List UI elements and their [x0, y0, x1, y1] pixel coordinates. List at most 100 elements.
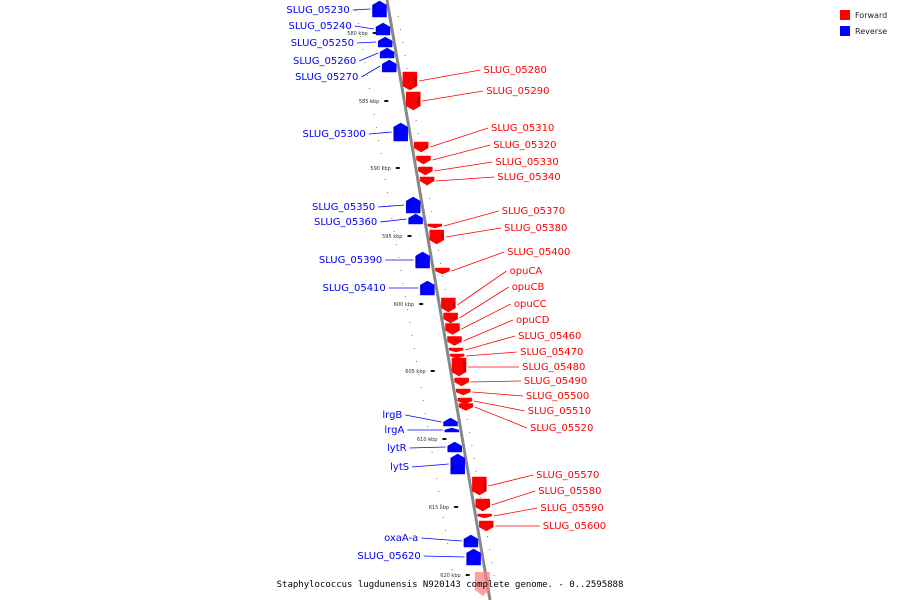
gene-label[interactable]: SLUG_05460	[518, 331, 581, 342]
gene-arrow[interactable]	[405, 196, 421, 214]
gene-label[interactable]: SLUG_05240	[288, 21, 351, 32]
gene-feature-SLUG_05230[interactable]: SLUG_05230	[286, 0, 387, 18]
gene-arrow[interactable]	[447, 441, 462, 453]
gene-arrow[interactable]	[420, 280, 435, 296]
gene-label[interactable]: SLUG_05340	[497, 172, 560, 183]
gene-arrow[interactable]	[419, 176, 435, 186]
gene-label[interactable]: SLUG_05510	[528, 406, 591, 417]
gene-label[interactable]: SLUG_05590	[540, 503, 603, 514]
gene-label[interactable]: oxaA-a	[384, 533, 418, 544]
gene-arrow[interactable]	[435, 267, 450, 275]
gene-arrow[interactable]	[418, 166, 433, 176]
gene-arrow[interactable]	[448, 347, 464, 353]
gene-label[interactable]: SLUG_05370	[502, 206, 565, 217]
gene-feature-SLUG_05470[interactable]: SLUG_05470	[449, 347, 583, 359]
gene-arrow[interactable]	[449, 353, 465, 359]
gene-label[interactable]: SLUG_05400	[507, 247, 570, 258]
gene-feature-SLUG_05600[interactable]: SLUG_05600	[479, 520, 606, 532]
gene-feature-SLUG_05410[interactable]: SLUG_05410	[322, 280, 435, 296]
gene-arrow[interactable]	[458, 403, 474, 411]
gene-label[interactable]: opuCC	[514, 299, 547, 310]
gene-feature-SLUG_05400[interactable]: SLUG_05400	[435, 247, 571, 275]
gene-label[interactable]: opuCB	[512, 282, 545, 293]
gene-arrow[interactable]	[451, 357, 467, 377]
gene-arrow[interactable]	[479, 520, 494, 532]
gene-label[interactable]: SLUG_05360	[314, 217, 377, 228]
gene-feature-SLUG_05330[interactable]: SLUG_05330	[418, 157, 559, 176]
gene-label[interactable]: SLUG_05230	[286, 5, 349, 16]
gene-feature-opuCD[interactable]: opuCD	[447, 315, 550, 346]
gene-arrow[interactable]	[472, 476, 487, 496]
gene-feature-SLUG_05270[interactable]: SLUG_05270	[295, 59, 397, 83]
gene-arrow[interactable]	[377, 36, 393, 48]
gene-arrow[interactable]	[444, 427, 460, 433]
gene-feature-SLUG_05520[interactable]: SLUG_05520	[458, 403, 593, 435]
gene-label[interactable]: lytS	[390, 462, 409, 473]
gene-label[interactable]: SLUG_05620	[357, 551, 420, 562]
gene-feature-lytS[interactable]: lytS	[390, 453, 465, 475]
gene-arrow[interactable]	[443, 417, 458, 427]
gene-arrow[interactable]	[457, 397, 473, 405]
gene-feature-lrgB[interactable]: lrgB	[382, 410, 458, 427]
gene-arrow[interactable]	[427, 223, 443, 229]
gene-feature-SLUG_05570[interactable]: SLUG_05570	[472, 470, 599, 496]
gene-label[interactable]: SLUG_05570	[536, 470, 599, 481]
gene-feature-SLUG_05290[interactable]: SLUG_05290	[406, 86, 550, 111]
gene-arrow[interactable]	[454, 377, 469, 387]
gene-feature-lytR[interactable]: lytR	[387, 441, 462, 454]
gene-arrow[interactable]	[408, 213, 423, 225]
gene-label[interactable]: opuCA	[510, 266, 543, 277]
gene-label[interactable]: SLUG_05470	[520, 347, 583, 358]
gene-label[interactable]: SLUG_05380	[504, 223, 567, 234]
gene-feature-opuCA[interactable]: opuCA	[441, 266, 543, 313]
gene-arrow[interactable]	[463, 534, 479, 548]
gene-label[interactable]: SLUG_05520	[530, 423, 593, 434]
gene-arrow[interactable]	[450, 453, 465, 475]
gene-label[interactable]: SLUG_05580	[538, 486, 601, 497]
gene-label[interactable]: SLUG_05330	[495, 157, 558, 168]
gene-feature-lrgA[interactable]: lrgA	[384, 425, 460, 436]
gene-feature-SLUG_05300[interactable]: SLUG_05300	[302, 122, 408, 142]
gene-arrow[interactable]	[441, 297, 456, 313]
gene-label[interactable]: SLUG_05310	[491, 123, 554, 134]
gene-feature-SLUG_05390[interactable]: SLUG_05390	[319, 251, 430, 269]
gene-label[interactable]: SLUG_05390	[319, 255, 382, 266]
gene-arrow[interactable]	[415, 251, 430, 269]
gene-arrow[interactable]	[445, 323, 460, 335]
gene-label[interactable]: lytR	[387, 443, 407, 454]
gene-label[interactable]: SLUG_05290	[486, 86, 549, 97]
gene-feature-SLUG_05370[interactable]: SLUG_05370	[427, 206, 565, 229]
gene-feature-oxaA-a[interactable]: oxaA-a	[384, 533, 479, 548]
gene-label[interactable]: SLUG_05490	[524, 376, 587, 387]
gene-feature-SLUG_05280[interactable]: SLUG_05280	[402, 65, 547, 91]
gene-label[interactable]: SLUG_05250	[291, 38, 354, 49]
gene-feature-opuCB[interactable]: opuCB	[443, 282, 545, 324]
gene-label[interactable]: SLUG_05600	[543, 521, 606, 532]
gene-arrow[interactable]	[466, 548, 481, 566]
gene-arrow[interactable]	[429, 229, 444, 245]
gene-feature-SLUG_05480[interactable]: SLUG_05480	[451, 357, 585, 377]
gene-feature-SLUG_05360[interactable]: SLUG_05360	[314, 213, 423, 228]
gene-feature-SLUG_05260[interactable]: SLUG_05260	[293, 47, 395, 67]
gene-label[interactable]: lrgA	[384, 425, 404, 436]
gene-arrow[interactable]	[393, 122, 408, 142]
gene-label[interactable]: SLUG_05410	[322, 283, 385, 294]
gene-feature-SLUG_05250[interactable]: SLUG_05250	[291, 36, 393, 49]
gene-feature-SLUG_05310[interactable]: SLUG_05310	[413, 123, 554, 153]
gene-label[interactable]: SLUG_05280	[484, 65, 547, 76]
gene-label[interactable]: SLUG_05270	[295, 72, 358, 83]
gene-feature-SLUG_05320[interactable]: SLUG_05320	[416, 140, 557, 165]
gene-arrow[interactable]	[406, 91, 421, 111]
gene-feature-SLUG_05340[interactable]: SLUG_05340	[419, 172, 561, 186]
gene-arrow[interactable]	[416, 155, 431, 165]
gene-label[interactable]: SLUG_05500	[526, 391, 589, 402]
gene-label[interactable]: lrgB	[382, 410, 402, 421]
gene-arrow[interactable]	[456, 388, 471, 396]
gene-feature-SLUG_05490[interactable]: SLUG_05490	[454, 376, 588, 387]
gene-arrow[interactable]	[443, 312, 458, 324]
gene-feature-SLUG_05590[interactable]: SLUG_05590	[477, 503, 604, 519]
gene-label[interactable]: SLUG_05320	[493, 140, 556, 151]
gene-label[interactable]: SLUG_05350	[312, 202, 375, 213]
gene-feature-SLUG_05460[interactable]: SLUG_05460	[448, 331, 581, 353]
gene-feature-SLUG_05350[interactable]: SLUG_05350	[312, 196, 421, 214]
